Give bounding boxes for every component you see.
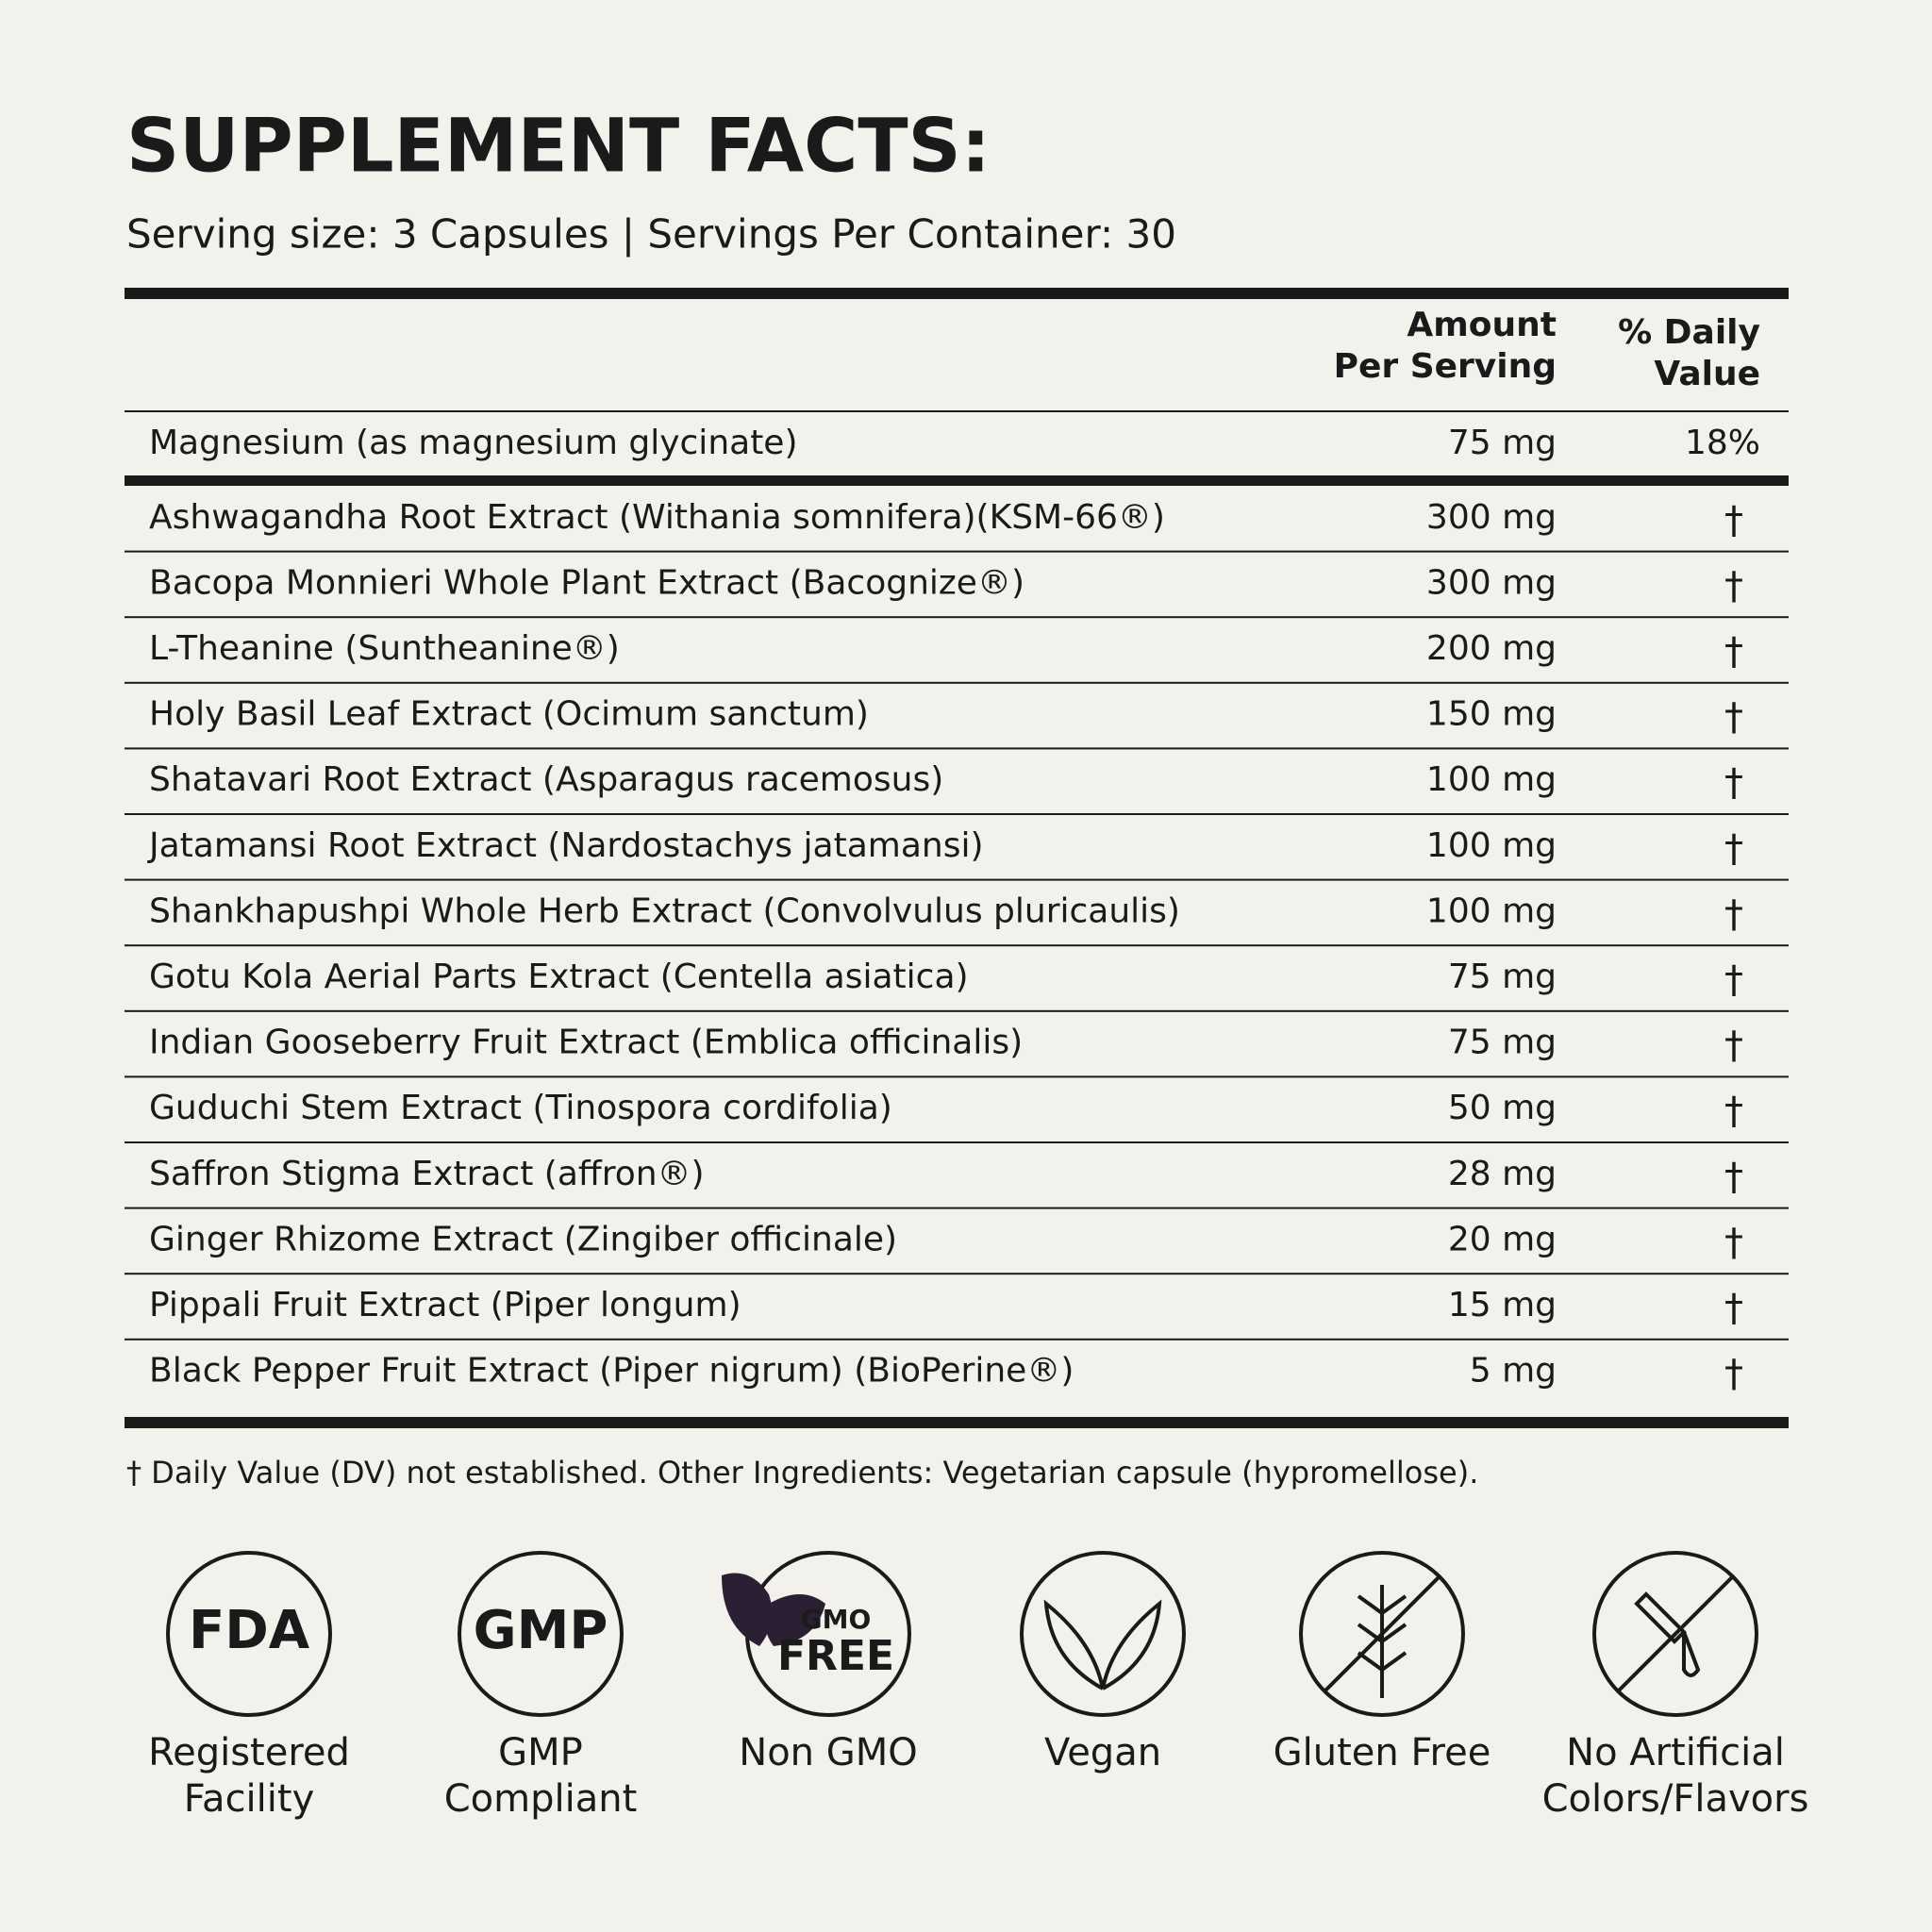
ingredient-name: Magnesium (as magnesium glycinate) xyxy=(149,424,798,462)
badge-label: No Artificial xyxy=(1566,1731,1785,1774)
badge-circle xyxy=(458,1551,624,1717)
amount: 20 mg xyxy=(1448,1220,1557,1258)
amount: 100 mg xyxy=(1426,760,1557,799)
row-divider xyxy=(125,616,1789,619)
badge-label: Colors/Flavors xyxy=(1542,1777,1809,1821)
daily-value: † xyxy=(1724,958,1743,1002)
ingredient-name: Gotu Kola Aerial Parts Extract (Centella… xyxy=(149,958,969,996)
badge-circle xyxy=(1020,1551,1186,1717)
badge-label: Registered xyxy=(148,1731,350,1774)
badge-circle xyxy=(1299,1551,1465,1717)
amount: 150 mg xyxy=(1426,695,1557,734)
row-divider xyxy=(125,1273,1789,1275)
badge-icon-text: GMP xyxy=(474,1600,608,1661)
row-divider xyxy=(125,1141,1789,1143)
daily-value: † xyxy=(1724,630,1743,674)
daily-value: 18% xyxy=(1685,424,1760,462)
dropper-icon xyxy=(1617,1575,1734,1692)
thick-rule xyxy=(125,475,1789,486)
badge-label: Vegan xyxy=(1044,1731,1161,1774)
ingredient-name: Jatamansi Root Extract (Nardostachys jat… xyxy=(147,826,984,865)
ingredient-name: Bacopa Monnieri Whole Plant Extract (Bac… xyxy=(149,563,1024,602)
ingredient-name: Ashwagandha Root Extract (Withania somni… xyxy=(149,498,1165,537)
daily-value: † xyxy=(1724,1221,1743,1264)
gluten-icon xyxy=(1324,1575,1441,1698)
row-divider xyxy=(125,550,1789,553)
ingredient-name: Indian Gooseberry Fruit Extract (Emblica… xyxy=(149,1024,1023,1062)
leaf-icon xyxy=(722,1573,825,1646)
amount: 200 mg xyxy=(1426,629,1557,668)
row-divider xyxy=(125,1207,1789,1209)
amount: 75 mg xyxy=(1448,1024,1557,1062)
amount: 15 mg xyxy=(1448,1286,1557,1324)
row-divider xyxy=(125,878,1789,881)
badge-label: Compliant xyxy=(444,1777,638,1821)
daily-value: † xyxy=(1724,1353,1743,1396)
column-header: Value xyxy=(1654,355,1760,393)
badge-circle xyxy=(166,1551,332,1717)
daily-value: † xyxy=(1724,1090,1743,1133)
ingredient-name: Ginger Rhizome Extract (Zingiber officin… xyxy=(149,1220,897,1258)
daily-value: † xyxy=(1724,499,1743,542)
badge-label: GMP xyxy=(498,1731,583,1774)
row-divider xyxy=(125,1075,1789,1078)
ingredient-name: Shankhapushpi Whole Herb Extract (Convol… xyxy=(149,891,1180,930)
daily-value: † xyxy=(1724,761,1743,805)
ingredient-name: Saffron Stigma Extract (affron®) xyxy=(149,1155,705,1193)
daily-value: † xyxy=(1724,1156,1743,1199)
thick-rule xyxy=(125,1417,1789,1428)
row-divider xyxy=(125,1009,1789,1012)
amount: 5 mg xyxy=(1470,1352,1557,1391)
badge-label: Gluten Free xyxy=(1274,1731,1491,1774)
badge-label: Facility xyxy=(184,1777,315,1821)
ingredient-name: Holy Basil Leaf Extract (Ocimum sanctum) xyxy=(149,695,869,734)
title: SUPPLEMENT FACTS: xyxy=(126,104,991,189)
ingredient-name: Black Pepper Fruit Extract (Piper nigrum… xyxy=(149,1352,1074,1391)
daily-value: † xyxy=(1724,1024,1743,1068)
amount: 75 mg xyxy=(1448,958,1557,996)
daily-value: † xyxy=(1724,1287,1743,1330)
footnote: † Daily Value (DV) not established. Othe… xyxy=(126,1455,1478,1491)
badge-label: Non GMO xyxy=(739,1731,917,1774)
rule xyxy=(125,410,1789,412)
column-header: % Daily xyxy=(1618,313,1760,352)
amount: 100 mg xyxy=(1426,891,1557,930)
badge-circle xyxy=(1592,1551,1758,1717)
amount: 75 mg xyxy=(1448,424,1557,462)
daily-value: † xyxy=(1724,827,1743,871)
ingredient-name: Guduchi Stem Extract (Tinospora cordifol… xyxy=(149,1089,892,1127)
daily-value: † xyxy=(1724,892,1743,936)
badge-icon-text: FREE xyxy=(777,1632,894,1680)
ingredient-name: L-Theanine (Suntheanine®) xyxy=(149,629,620,668)
column-header: Amount xyxy=(1407,306,1557,344)
column-header: Per Serving xyxy=(1334,347,1557,386)
row-divider xyxy=(125,813,1789,815)
amount: 50 mg xyxy=(1448,1089,1557,1127)
serving-info: Serving size: 3 Capsules | Servings Per … xyxy=(126,211,1176,258)
amount: 100 mg xyxy=(1426,826,1557,865)
ingredient-name: Pippali Fruit Extract (Piper longum) xyxy=(149,1286,741,1324)
row-divider xyxy=(125,944,1789,947)
badge-icon-text: FDA xyxy=(189,1600,310,1661)
badge-icon-text: GMO xyxy=(801,1604,872,1635)
amount: 28 mg xyxy=(1448,1155,1557,1193)
ingredient-name: Shatavari Root Extract (Asparagus racemo… xyxy=(149,760,943,799)
row-divider xyxy=(125,681,1789,684)
vegan-icon xyxy=(1043,1599,1162,1690)
amount: 300 mg xyxy=(1426,498,1557,537)
thick-rule xyxy=(125,288,1789,299)
row-divider xyxy=(125,1338,1789,1341)
daily-value: † xyxy=(1724,696,1743,740)
badge-icons xyxy=(166,1551,1758,1717)
amount: 300 mg xyxy=(1426,563,1557,602)
row-divider xyxy=(125,747,1789,750)
daily-value: † xyxy=(1724,564,1743,608)
